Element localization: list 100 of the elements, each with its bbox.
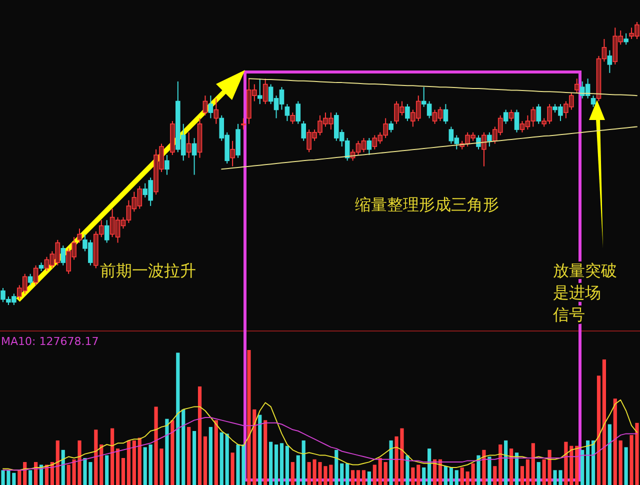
candlestick bbox=[301, 120, 306, 142]
bar bbox=[575, 446, 579, 485]
bar bbox=[285, 446, 290, 485]
annotation: 前期一波拉升 bbox=[100, 261, 196, 280]
candlestick bbox=[208, 95, 214, 119]
bar bbox=[498, 444, 502, 485]
bar bbox=[100, 444, 104, 485]
candlestick bbox=[366, 138, 372, 156]
candlestick bbox=[487, 132, 492, 148]
bar bbox=[416, 464, 420, 485]
candlestick bbox=[476, 134, 481, 150]
bar bbox=[504, 440, 508, 485]
candlestick bbox=[33, 264, 38, 286]
bar bbox=[488, 456, 492, 485]
candlestick bbox=[192, 138, 197, 176]
bar bbox=[356, 470, 360, 485]
bar bbox=[542, 459, 546, 485]
bar bbox=[613, 398, 617, 485]
candlestick bbox=[536, 104, 542, 124]
bar bbox=[264, 420, 268, 485]
bar bbox=[570, 446, 574, 485]
candlestick bbox=[241, 118, 246, 130]
text: MA10: 127678.17 bbox=[1, 335, 99, 348]
bar bbox=[389, 440, 393, 485]
bar bbox=[269, 442, 273, 485]
candlestick bbox=[503, 109, 508, 124]
bar bbox=[165, 418, 169, 485]
candlestick bbox=[262, 78, 268, 105]
bar bbox=[252, 409, 256, 485]
bar bbox=[564, 442, 568, 485]
bar bbox=[247, 350, 251, 485]
bar bbox=[94, 430, 98, 485]
candlestick bbox=[388, 120, 394, 133]
bar bbox=[116, 448, 120, 485]
candlestick bbox=[202, 95, 208, 116]
bar bbox=[509, 448, 514, 485]
bar bbox=[411, 467, 415, 485]
bar bbox=[66, 464, 70, 485]
bar bbox=[586, 440, 590, 485]
candlestick bbox=[284, 104, 290, 122]
bar bbox=[170, 420, 174, 485]
bar bbox=[126, 440, 131, 485]
bar bbox=[476, 455, 480, 485]
bar bbox=[280, 443, 284, 485]
bar bbox=[444, 466, 448, 485]
bar bbox=[602, 359, 606, 485]
bar bbox=[302, 440, 306, 485]
bar bbox=[110, 428, 114, 485]
bar bbox=[203, 436, 208, 485]
bar bbox=[350, 470, 355, 485]
candlestick bbox=[443, 104, 448, 124]
bar bbox=[531, 443, 535, 485]
bar bbox=[422, 467, 426, 485]
candlestick bbox=[60, 245, 66, 266]
bar bbox=[536, 462, 540, 485]
bar bbox=[596, 376, 601, 485]
bar bbox=[493, 466, 497, 485]
bar bbox=[105, 455, 109, 485]
bar bbox=[460, 467, 464, 485]
bar bbox=[274, 444, 278, 485]
bar bbox=[143, 447, 147, 485]
bar bbox=[520, 466, 524, 485]
bar bbox=[18, 470, 22, 485]
bar bbox=[56, 440, 60, 485]
candlestick bbox=[574, 78, 580, 94]
bar bbox=[148, 444, 152, 485]
bar bbox=[192, 431, 196, 485]
bar bbox=[449, 467, 453, 485]
candlestick bbox=[590, 95, 596, 108]
bar bbox=[624, 447, 628, 485]
bar bbox=[176, 352, 180, 485]
candlestick bbox=[28, 273, 33, 286]
candlestick bbox=[290, 112, 296, 124]
candlestick bbox=[508, 109, 514, 122]
candlestick bbox=[257, 78, 262, 105]
bar bbox=[121, 458, 126, 485]
bar bbox=[591, 440, 596, 485]
candlestick bbox=[607, 50, 612, 74]
candlestick bbox=[405, 104, 410, 122]
bar bbox=[214, 420, 218, 485]
bar bbox=[378, 458, 382, 485]
annotation: 缩量整理形成三角形 bbox=[355, 195, 499, 214]
bar bbox=[580, 450, 584, 485]
bar bbox=[28, 470, 32, 485]
bar bbox=[362, 470, 366, 485]
candlestick bbox=[230, 140, 235, 167]
candlestick bbox=[296, 100, 301, 124]
candlestick bbox=[186, 132, 192, 158]
bar bbox=[346, 463, 350, 485]
bar bbox=[514, 452, 519, 485]
bar bbox=[187, 426, 191, 485]
bar bbox=[608, 424, 612, 485]
candlestick bbox=[514, 109, 520, 133]
candlestick bbox=[214, 98, 219, 124]
candlestick bbox=[624, 32, 628, 46]
bar bbox=[454, 470, 458, 485]
candlestick bbox=[164, 154, 170, 176]
bar bbox=[290, 462, 294, 485]
candlestick bbox=[77, 228, 82, 244]
bar bbox=[406, 455, 410, 485]
